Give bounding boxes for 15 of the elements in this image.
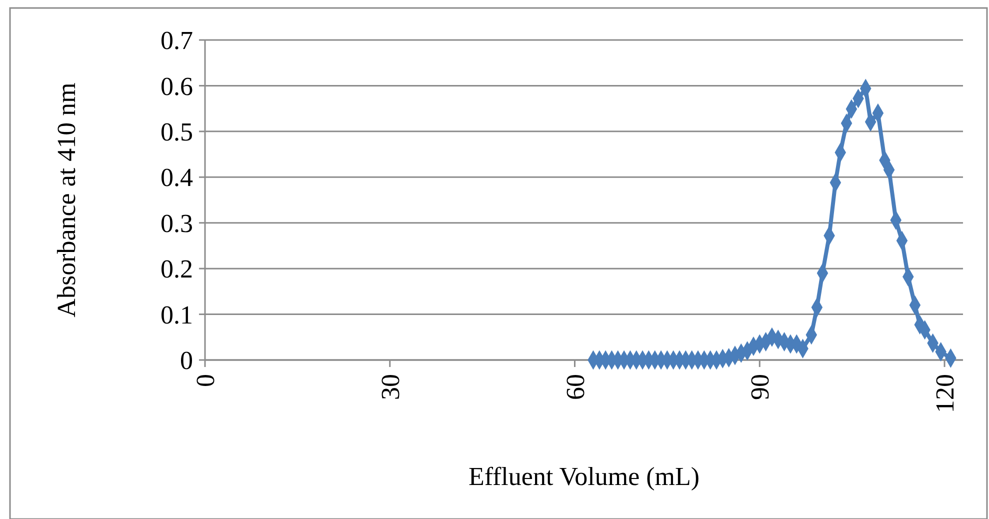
y-tick-label: 0.5 (160, 118, 193, 147)
y-tick-label: 0.4 (160, 163, 193, 192)
y-tick-label: 0.1 (160, 300, 193, 330)
y-axis-title: Absorbance at 410 nm (52, 82, 82, 318)
x-tick-label: 30 (376, 374, 405, 400)
x-axis-title: Effluent Volume (mL) (468, 462, 700, 491)
y-tick-label: 0.2 (160, 254, 193, 284)
y-tick-label: 0 (180, 346, 193, 376)
x-tick-label: 120 (930, 374, 960, 413)
x-tick-label: 60 (560, 374, 590, 400)
y-tick-label: 0.6 (160, 72, 193, 101)
x-tick-label: 90 (746, 374, 775, 400)
x-tick-label: 0 (191, 374, 220, 387)
y-tick-label: 0.3 (160, 208, 193, 238)
y-tick-label: 0.7 (160, 26, 193, 56)
